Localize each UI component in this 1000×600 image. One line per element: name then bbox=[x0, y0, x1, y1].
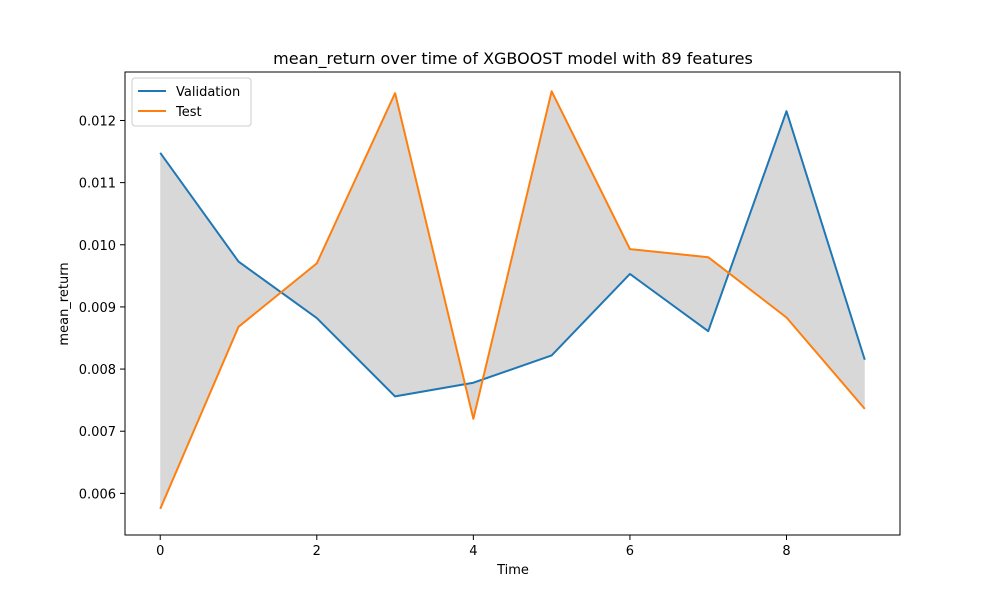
axes-frame bbox=[124, 71, 901, 536]
y-tick-label: 0.012 bbox=[79, 114, 116, 129]
chart-title: mean_return over time of XGBOOST model w… bbox=[273, 49, 753, 69]
x-axis-label: Time bbox=[496, 563, 529, 578]
x-tick-label: 2 bbox=[313, 544, 321, 559]
x-tick-label: 0 bbox=[156, 544, 164, 559]
y-tick-label: 0.009 bbox=[79, 301, 116, 316]
y-tick-label: 0.007 bbox=[79, 425, 116, 440]
series-line-test bbox=[159, 90, 866, 510]
series-line-validation bbox=[159, 110, 866, 398]
legend-label-validation: Validation bbox=[176, 85, 240, 100]
x-tick-label: 4 bbox=[469, 544, 477, 559]
y-tick-label: 0.008 bbox=[79, 363, 116, 378]
y-tick-label: 0.011 bbox=[79, 177, 116, 192]
y-tick-label: 0.006 bbox=[79, 487, 116, 502]
plot-area: 0 2 4 6 8 0.006 0.007 0.008 0.009 0.010 0.011 0.012… bbox=[79, 71, 901, 559]
fill-between-area bbox=[160, 91, 865, 509]
x-tick-label: 6 bbox=[626, 544, 634, 559]
y-tick-label: 0.010 bbox=[79, 239, 116, 254]
y-axis-label: mean_return bbox=[57, 262, 72, 345]
legend-label-test: Test bbox=[175, 105, 202, 120]
x-tick-label: 8 bbox=[782, 544, 790, 559]
